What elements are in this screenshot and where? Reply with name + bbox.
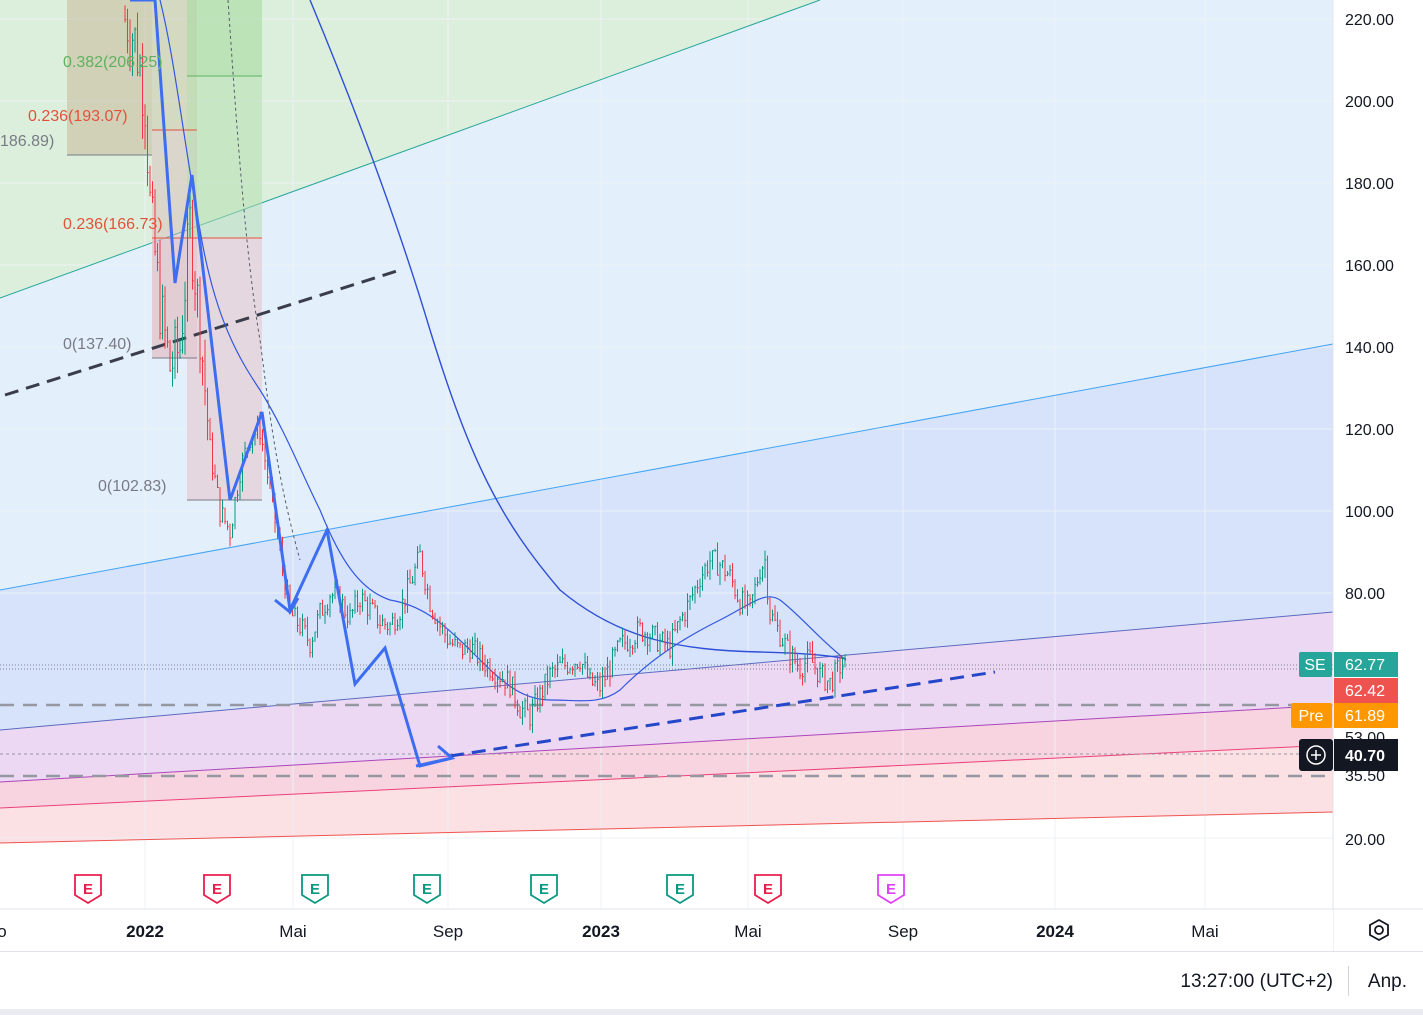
channel-line-mid[interactable] <box>0 611 1333 731</box>
x-tick: Sep <box>433 922 463 941</box>
channel-line-violet[interactable] <box>0 704 1333 783</box>
pre-badge[interactable] <box>1291 703 1332 728</box>
y-tick: 200.00 <box>1345 94 1394 111</box>
price-label-pre[interactable] <box>1334 703 1398 728</box>
projection-arrow-1 <box>274 597 300 615</box>
plus-circle-icon[interactable] <box>1306 745 1326 765</box>
moving-average-short[interactable] <box>159 0 847 702</box>
fib-box-green-top[interactable] <box>187 0 262 76</box>
divider <box>1348 966 1349 996</box>
gear-icon[interactable] <box>1362 913 1396 947</box>
earnings-marker-shape <box>666 874 694 905</box>
fib-box-brown[interactable] <box>67 0 152 155</box>
price-label-close-value: 62.42 <box>1345 683 1385 700</box>
price-label-crosshair[interactable] <box>1334 739 1398 771</box>
earnings-marker-shape <box>413 874 441 905</box>
price-label-se-value: 62.77 <box>1345 657 1385 674</box>
fib-label-186: 186.89) <box>0 133 54 150</box>
y-tick: 80.00 <box>1345 586 1385 603</box>
earnings-marker-shape <box>203 874 231 905</box>
earnings-marker-letter: E <box>763 881 773 898</box>
fib-label-0-a: 0(137.40) <box>63 336 132 353</box>
price-label-pre-value: 61.89 <box>1345 708 1385 725</box>
session-badge-label: SE <box>1304 657 1325 674</box>
time-axis-ticks: o 2022 Mai Sep 2023 Mai Sep 2024 Mai <box>0 922 1219 941</box>
x-tick: o <box>0 922 7 941</box>
price-label-close[interactable] <box>1334 678 1398 703</box>
y-tick: 180.00 <box>1345 176 1394 193</box>
price-label-se[interactable] <box>1334 652 1398 677</box>
adjustment-button[interactable]: Anp. <box>1367 971 1407 992</box>
trend-line-dark[interactable] <box>4 268 401 397</box>
y-tick: 20.00 <box>1345 832 1385 849</box>
trend-line-blue[interactable] <box>449 670 996 758</box>
price-labels[interactable]: SE 62.77 62.42 Pre 61.89 40.70 <box>1291 652 1398 771</box>
price-label-crosshair-value: 40.70 <box>1345 748 1385 765</box>
chart-canvas[interactable]: 0.382(206.25) 0.236(193.07) 186.89) 0.23… <box>0 0 1423 951</box>
earnings-marker-letter: E <box>539 881 549 898</box>
y-tick: 120.00 <box>1345 422 1394 439</box>
earnings-marker-letter: E <box>310 881 320 898</box>
moving-average-long[interactable] <box>309 0 847 660</box>
fib-label-0236-b: 0.236(166.73) <box>63 216 163 233</box>
earnings-marker-letter: E <box>83 881 93 898</box>
y-tick: 160.00 <box>1345 258 1394 275</box>
channel-line-top[interactable] <box>0 343 1333 591</box>
x-tick: Mai <box>279 922 306 941</box>
earnings-marker[interactable]: E <box>754 874 782 905</box>
earnings-marker[interactable]: E <box>666 874 694 905</box>
earnings-marker-letter: E <box>212 881 222 898</box>
channel-band-light-red <box>0 745 1333 843</box>
earnings-marker-shape <box>754 874 782 905</box>
earnings-marker-shape <box>530 874 558 905</box>
channel-line-bottom[interactable] <box>0 811 1333 844</box>
status-bar: 13:27:00 (UTC+2) Anp. <box>0 951 1423 1010</box>
x-tick: 2022 <box>126 922 164 941</box>
earnings-marker[interactable]: E <box>413 874 441 905</box>
channel-line-green[interactable] <box>0 0 821 299</box>
channel-band-violet <box>0 612 1333 782</box>
earnings-marker[interactable]: E <box>877 874 905 905</box>
time-axis[interactable] <box>0 909 1333 951</box>
fib-labels: 0.382(206.25) 0.236(193.07) 186.89) 0.23… <box>0 54 167 495</box>
moving-average-dotted <box>227 0 301 561</box>
price-axis[interactable] <box>1333 0 1423 951</box>
earnings-marker-letter: E <box>422 881 432 898</box>
earnings-marker-letter: E <box>886 881 896 898</box>
y-tick: 220.00 <box>1345 12 1394 29</box>
time-zone-label[interactable]: 13:27:00 (UTC+2) <box>1180 971 1333 992</box>
fib-label-0-b: 0(102.83) <box>98 478 167 495</box>
earnings-marker[interactable]: E <box>530 874 558 905</box>
earnings-marker[interactable]: E <box>203 874 231 905</box>
earnings-marker-shape <box>301 874 329 905</box>
channel-line-pink[interactable] <box>0 744 1333 809</box>
fib-box-green[interactable] <box>187 76 262 238</box>
projection-path[interactable] <box>130 0 453 768</box>
x-tick: 2023 <box>582 922 620 941</box>
fib-label-0382: 0.382(206.25) <box>63 54 163 71</box>
earnings-marker-shape <box>74 874 102 905</box>
bottom-edge <box>0 1009 1423 1015</box>
fib-box-pink-2[interactable] <box>187 358 262 500</box>
x-tick: 2024 <box>1036 922 1074 941</box>
earnings-marker-shape <box>877 874 905 905</box>
y-tick: 140.00 <box>1345 340 1394 357</box>
earnings-marker[interactable]: E <box>301 874 329 905</box>
channel-band-pink <box>0 705 1333 808</box>
x-tick: Mai <box>1191 922 1218 941</box>
x-grid <box>144 0 1206 908</box>
plot-area[interactable]: 0.382(206.25) 0.236(193.07) 186.89) 0.23… <box>0 0 1333 908</box>
pre-badge-label: Pre <box>1299 708 1324 725</box>
x-tick: Mai <box>734 922 761 941</box>
channel-band-blue <box>0 344 1333 730</box>
x-tick: Sep <box>888 922 918 941</box>
projection-arrow-2 <box>415 744 456 768</box>
fib-label-0236-a: 0.236(193.07) <box>28 108 128 125</box>
earnings-marker-letter: E <box>675 881 685 898</box>
y-tick: 100.00 <box>1345 504 1394 521</box>
earnings-marker[interactable]: E <box>74 874 102 905</box>
y-tick-partial: 35.50 <box>1345 768 1385 785</box>
session-badge[interactable] <box>1299 652 1332 677</box>
